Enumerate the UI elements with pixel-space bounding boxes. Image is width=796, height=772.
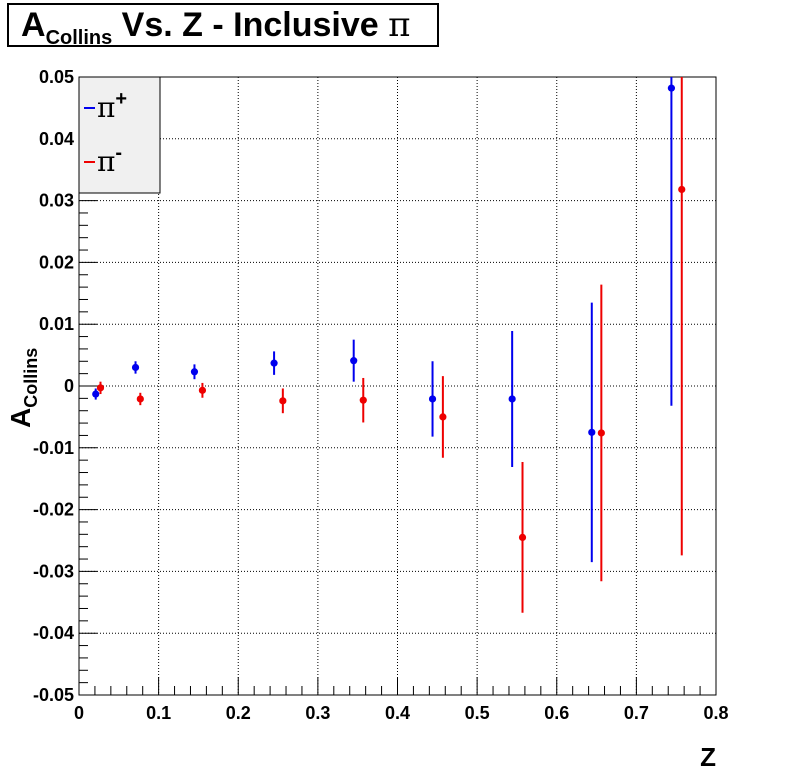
legend: π+ π- — [78, 76, 161, 194]
y-tick-label: -0.05 — [33, 685, 74, 705]
data-point — [131, 363, 140, 372]
data-point — [350, 357, 358, 365]
legend-box — [78, 76, 161, 194]
data-point — [428, 395, 437, 403]
series-pi-plus — [92, 77, 676, 563]
data-point — [136, 395, 144, 403]
x-tick-label: 0.4 — [385, 703, 410, 723]
data-point — [92, 390, 100, 398]
x-tick-label: 0 — [74, 703, 84, 723]
x-axis-title: Z — [700, 742, 716, 772]
data-point — [518, 533, 527, 542]
data-point — [439, 413, 447, 421]
data-point — [190, 368, 199, 376]
data-point — [678, 185, 686, 194]
y-tick-label: -0.01 — [33, 438, 74, 458]
y-tick-label: 0.03 — [39, 191, 74, 211]
x-tick-label: 0.5 — [465, 703, 490, 723]
y-tick-label: 0.05 — [39, 67, 74, 87]
x-tick-label: 0.2 — [226, 703, 251, 723]
x-tick-label: 0.7 — [624, 703, 649, 723]
x-tick-label: 0.6 — [544, 703, 569, 723]
chart-title: ACollins Vs. Z - Inclusive π — [7, 3, 439, 49]
y-tick-label: 0.04 — [39, 129, 74, 149]
legend-label: π- — [97, 142, 122, 178]
y-tick-label: 0.01 — [39, 314, 74, 334]
data-point — [198, 386, 207, 394]
x-tick-label: 0.8 — [703, 703, 728, 723]
legend-label: π+ — [97, 88, 127, 124]
data-point — [597, 429, 605, 437]
y-tick-label: -0.04 — [33, 623, 74, 643]
x-tick-label: 0.1 — [146, 703, 171, 723]
data-point — [279, 397, 287, 405]
data-point — [270, 359, 278, 367]
data-point — [359, 396, 367, 404]
series-pi-minus — [96, 77, 686, 613]
y-tick-label: 0 — [64, 376, 74, 396]
data-point — [588, 428, 596, 436]
x-tick-label: 0.3 — [305, 703, 330, 723]
data-point — [667, 84, 676, 92]
data-point — [96, 384, 105, 392]
y-tick-label: 0.02 — [39, 252, 74, 272]
y-tick-label: -0.02 — [33, 500, 74, 520]
data-point — [508, 395, 516, 403]
y-tick-label: -0.03 — [33, 561, 74, 581]
y-axis-title: ACollins — [5, 348, 41, 428]
